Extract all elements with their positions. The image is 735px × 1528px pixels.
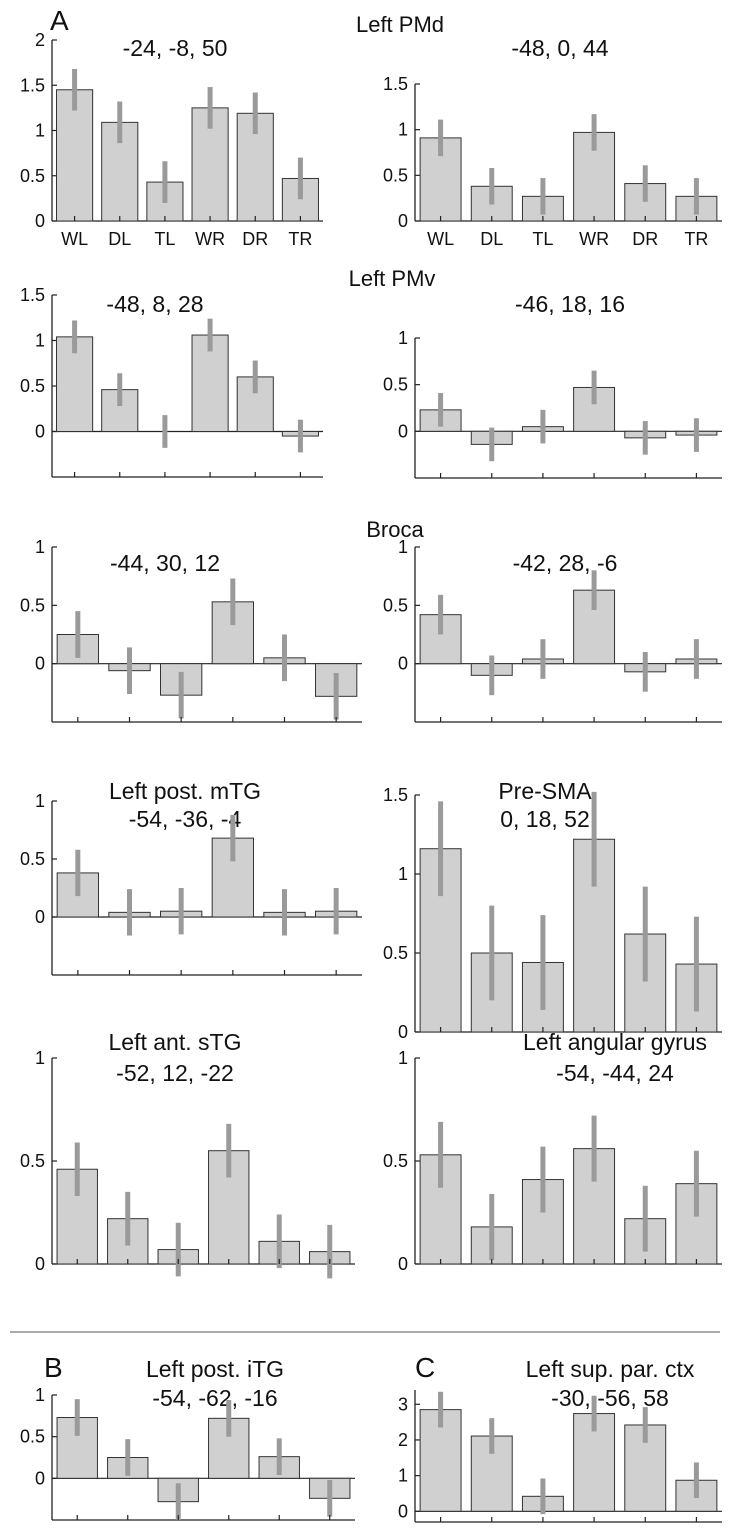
y-tick-label: 0 bbox=[398, 1501, 408, 1521]
y-tick-label: 1 bbox=[398, 1466, 408, 1486]
chart-title: Pre-SMA bbox=[498, 778, 592, 804]
chart-angular: Left angular gyrus -54, -44, 24 0 0.5 1 bbox=[383, 1029, 722, 1274]
chart-pmv-left: -48, 8, 28 0 0.5 1 1.5 bbox=[20, 285, 323, 478]
x-tick-label: TR bbox=[288, 229, 312, 249]
y-tick-label: 1 bbox=[398, 120, 408, 140]
panel-letter-c: C bbox=[415, 1352, 435, 1383]
y-tick-label: 0 bbox=[35, 907, 45, 927]
chart-itg: Left post. iTG -54, -62, -16 0 0.5 1 bbox=[20, 1356, 355, 1521]
chart-spc: Left sup. par. ctx -30, -56, 58 0 1 2 3 bbox=[398, 1356, 722, 1523]
y-tick-label: 1 bbox=[35, 537, 45, 557]
y-tick-label: 0 bbox=[35, 422, 45, 442]
region-label-pmv: Left PMv bbox=[349, 266, 436, 291]
y-tick-label: 1 bbox=[35, 121, 45, 141]
chart-broca-right: -42, 28, -6 0 0.5 1 bbox=[383, 537, 722, 723]
chart-pmd-right: -48, 0, 44 0 0.5 1 1.5 WL DL TL WR DR TR bbox=[383, 35, 722, 249]
y-tick-label: 0 bbox=[35, 1254, 45, 1274]
chart-title: -48, 0, 44 bbox=[511, 35, 608, 61]
chart-pmv-right: -46, 18, 16 0 0.5 1 bbox=[383, 291, 722, 479]
chart-subtitle: -54, -62, -16 bbox=[152, 1385, 277, 1411]
y-tick-label: 1 bbox=[398, 537, 408, 557]
chart-title: Left angular gyrus bbox=[523, 1029, 707, 1055]
y-tick-label: 0 bbox=[398, 1022, 408, 1042]
x-tick-label: WR bbox=[195, 229, 225, 249]
y-tick-label: 0.5 bbox=[383, 375, 408, 395]
y-tick-label: 2 bbox=[398, 1430, 408, 1450]
bar-wl bbox=[56, 89, 94, 222]
y-tick-label: 2 bbox=[35, 30, 45, 50]
chart-subtitle: -54, -44, 24 bbox=[556, 1060, 674, 1086]
y-tick-label: 0.5 bbox=[383, 1151, 408, 1171]
y-tick-label: 1 bbox=[398, 328, 408, 348]
chart-title: -24, -8, 50 bbox=[123, 35, 228, 61]
y-tick-label: 0 bbox=[398, 421, 408, 441]
chart-title: -46, 18, 16 bbox=[515, 291, 625, 317]
chart-pmd-left: -24, -8, 50 0 0.5 1 1.5 2 WL DL TL WR DR TR bbox=[20, 30, 323, 249]
y-tick-label: 1 bbox=[35, 1048, 45, 1068]
chart-title: -44, 30, 12 bbox=[110, 550, 220, 576]
y-tick-label: 0.5 bbox=[383, 595, 408, 615]
x-tick-label: WL bbox=[427, 229, 454, 249]
y-tick-label: 0 bbox=[398, 1254, 408, 1274]
x-tick-label: WR bbox=[579, 229, 609, 249]
y-tick-label: 0.5 bbox=[20, 849, 45, 869]
bar-wl bbox=[56, 1168, 98, 1265]
y-tick-label: 1.5 bbox=[20, 75, 45, 95]
y-tick-label: 0.5 bbox=[383, 165, 408, 185]
y-tick-label: 3 bbox=[398, 1394, 408, 1414]
y-tick-label: 0 bbox=[35, 654, 45, 674]
panel-letter-b: B bbox=[44, 1352, 63, 1383]
y-tick-label: 0 bbox=[35, 211, 45, 231]
chart-mtg: Left post. mTG-54, -36, -4 0 0.5 1 bbox=[20, 778, 362, 976]
panel-letter-a: A bbox=[50, 5, 69, 36]
y-tick-label: 0.5 bbox=[20, 1151, 45, 1171]
chart-title: Left ant. sTG bbox=[109, 1029, 242, 1055]
region-label-pmd: Left PMd bbox=[356, 12, 444, 37]
y-tick-label: 0.5 bbox=[20, 166, 45, 186]
x-tick-label: WL bbox=[61, 229, 88, 249]
y-tick-label: 1 bbox=[35, 331, 45, 351]
chart-subtitle: -30, -56, 58 bbox=[551, 1385, 669, 1411]
y-tick-label: 0.5 bbox=[20, 376, 45, 396]
chart-title: -42, 28, -6 bbox=[513, 550, 618, 576]
y-tick-label: 1.5 bbox=[20, 285, 45, 305]
x-tick-label: DR bbox=[242, 229, 268, 249]
y-tick-label: 1 bbox=[35, 1385, 45, 1405]
y-tick-label: 0 bbox=[35, 1468, 45, 1488]
chart-subtitle: 0, 18, 52 bbox=[500, 806, 590, 832]
chart-title: Left post. mTG bbox=[109, 778, 261, 804]
y-tick-label: 0 bbox=[398, 654, 408, 674]
y-tick-label: 0.5 bbox=[20, 595, 45, 615]
y-tick-label: 0.5 bbox=[383, 943, 408, 963]
x-tick-label: DL bbox=[108, 229, 131, 249]
chart-title: -48, 8, 28 bbox=[106, 291, 203, 317]
y-tick-label: 1.5 bbox=[383, 785, 408, 805]
x-tick-label: TR bbox=[684, 229, 708, 249]
x-tick-label: TL bbox=[154, 229, 175, 249]
chart-title: Left post. iTG bbox=[146, 1356, 284, 1382]
y-tick-label: 1 bbox=[398, 864, 408, 884]
chart-subtitle: -52, 12, -22 bbox=[116, 1060, 234, 1086]
x-tick-label: TL bbox=[532, 229, 553, 249]
y-tick-label: 0.5 bbox=[20, 1427, 45, 1447]
y-tick-label: 1 bbox=[35, 791, 45, 811]
region-label-broca: Broca bbox=[366, 517, 424, 542]
y-tick-label: 1.5 bbox=[383, 74, 408, 94]
y-tick-label: 1 bbox=[398, 1048, 408, 1068]
x-tick-label: DR bbox=[632, 229, 658, 249]
y-tick-label: 0 bbox=[398, 211, 408, 231]
chart-subtitle: -54, -36, -4 bbox=[129, 806, 242, 832]
chart-broca-left: -44, 30, 12 0 0.5 1 bbox=[20, 537, 362, 723]
chart-stg: Left ant. sTG -52, 12, -22 0 0.5 1 bbox=[20, 1029, 355, 1279]
chart-title: Left sup. par. ctx bbox=[526, 1356, 695, 1382]
x-tick-label: DL bbox=[480, 229, 503, 249]
